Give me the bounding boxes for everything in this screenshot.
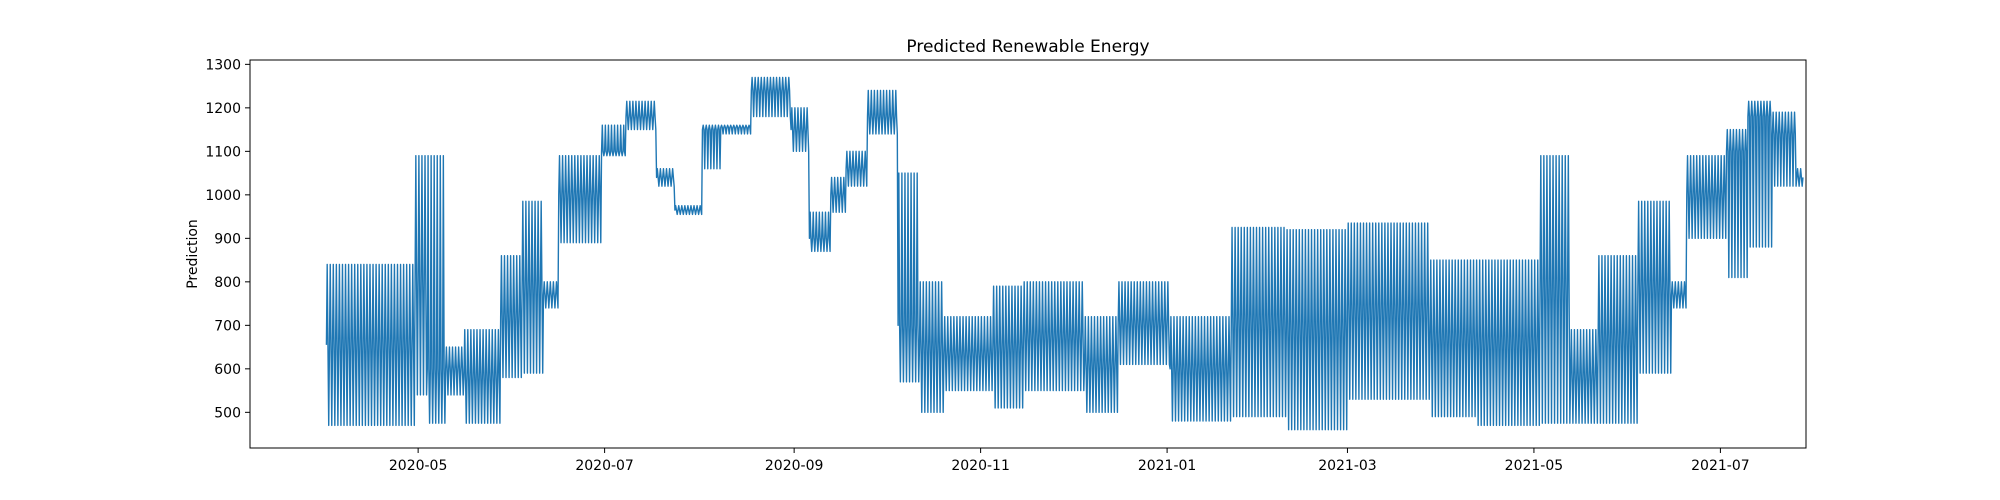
- plot-area: [325, 76, 1804, 431]
- x-tick-label: 2020-05: [389, 458, 448, 474]
- y-tick-label: 500: [214, 405, 241, 421]
- chart-title: Predicted Renewable Energy: [906, 37, 1149, 57]
- y-tick-label: 1000: [205, 188, 241, 204]
- y-tick-label: 900: [214, 231, 241, 247]
- y-axis-label: Prediction: [185, 219, 201, 289]
- y-tick-label: 700: [214, 318, 241, 334]
- x-tick-label: 2021-01: [1138, 458, 1197, 474]
- x-tick-label: 2020-11: [951, 458, 1010, 474]
- y-tick-label: 1300: [205, 57, 241, 73]
- x-tick-label: 2020-07: [575, 458, 634, 474]
- y-tick-label: 800: [214, 275, 241, 291]
- axes-frame: [249, 59, 1807, 449]
- x-tick-label: 2021-05: [1505, 458, 1564, 474]
- y-tick-label: 1100: [205, 144, 241, 160]
- y-tick-label: 1200: [205, 101, 241, 117]
- x-axis: 2020-05 2020-07 2020-09 2020-11 2021-01 2021-…: [389, 448, 1750, 474]
- y-axis: 500 600 700 800 900 1000 1100 1200 1300: [205, 57, 250, 421]
- x-tick-label: 2020-09: [765, 458, 824, 474]
- x-tick-label: 2021-07: [1691, 458, 1750, 474]
- x-tick-label: 2021-03: [1318, 458, 1377, 474]
- series-line: [325, 76, 1804, 431]
- y-tick-label: 600: [214, 362, 241, 378]
